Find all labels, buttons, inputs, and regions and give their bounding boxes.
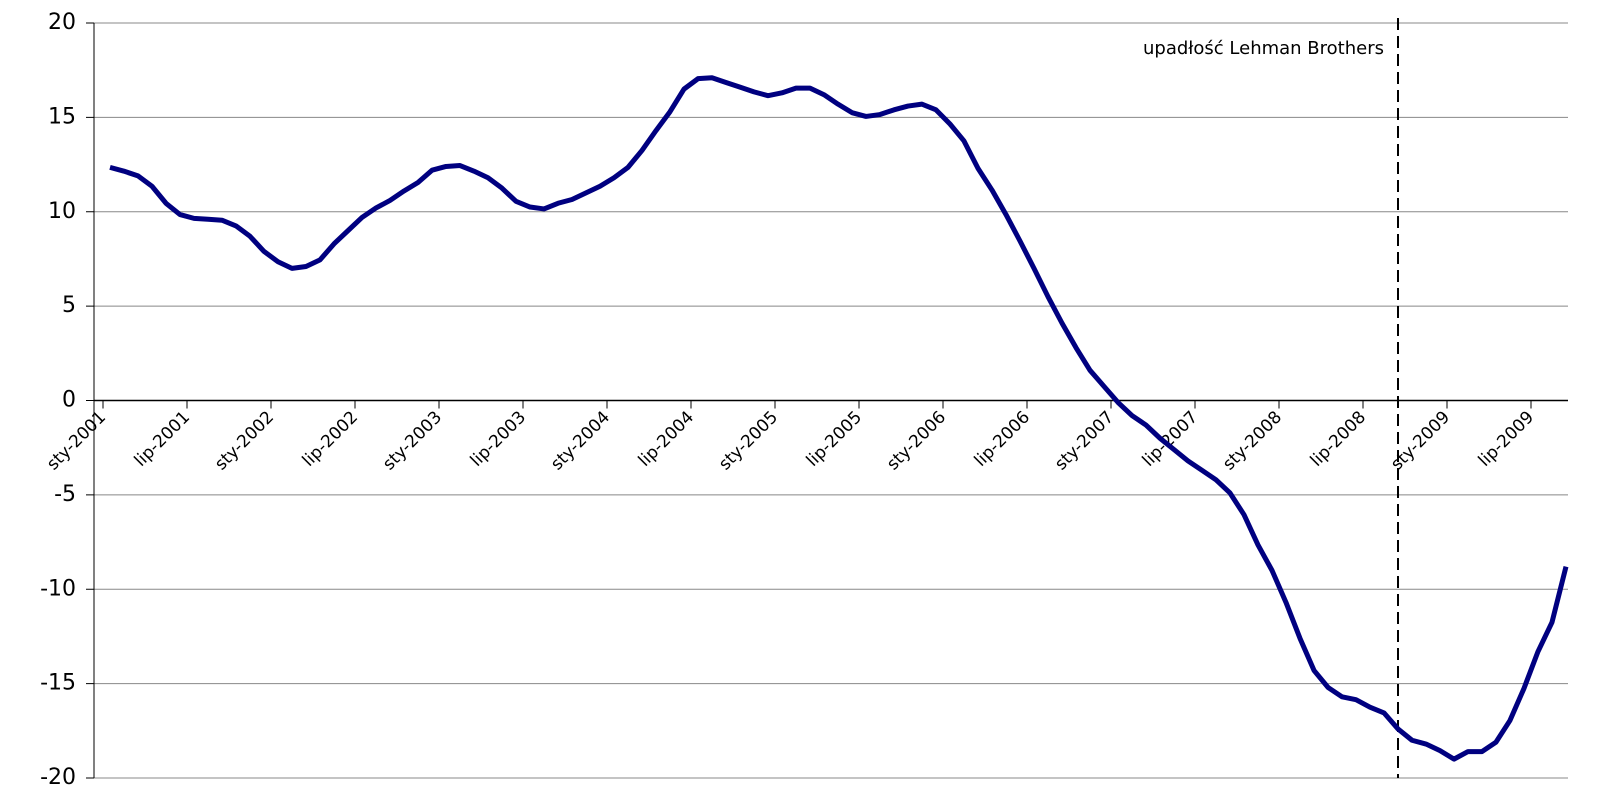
x-tick-label: lip-2002 [299, 407, 362, 470]
x-tick-label: sty-2001 [43, 407, 110, 474]
annotation: upadłość Lehman Brothers [1143, 38, 1384, 59]
y-tick-label: 20 [48, 10, 76, 35]
x-tick-label: lip-2005 [803, 407, 866, 470]
x-tick-label: sty-2004 [547, 407, 614, 474]
line-series [109, 75, 1569, 762]
x-tick-label: sty-2007 [1051, 407, 1118, 474]
x-tick-label: sty-2002 [211, 407, 278, 474]
x-tick-label: sty-2003 [379, 407, 446, 474]
y-tick-label: 5 [62, 293, 76, 318]
x-tick-label: sty-2005 [715, 407, 782, 474]
x-tick-label: lip-2006 [971, 407, 1034, 470]
y-tick-label: -15 [40, 671, 76, 696]
y-tick-label: -20 [40, 765, 76, 790]
x-tick-label: sty-2008 [1219, 407, 1286, 474]
y-tick-label: -10 [40, 576, 76, 601]
x-tick-label: lip-2004 [635, 407, 698, 470]
x-tick-label: lip-2008 [1307, 407, 1370, 470]
x-tick-label: lip-2003 [467, 407, 530, 470]
x-tick-label: lip-2009 [1475, 407, 1538, 470]
x-tick-label: sty-2006 [883, 407, 950, 474]
x-tick-label: lip-2001 [131, 407, 194, 470]
y-tick-label: 15 [48, 104, 76, 129]
y-tick-label: -5 [54, 482, 76, 507]
y-tick-label: 10 [48, 199, 76, 224]
y-tick-label: 0 [62, 388, 76, 413]
